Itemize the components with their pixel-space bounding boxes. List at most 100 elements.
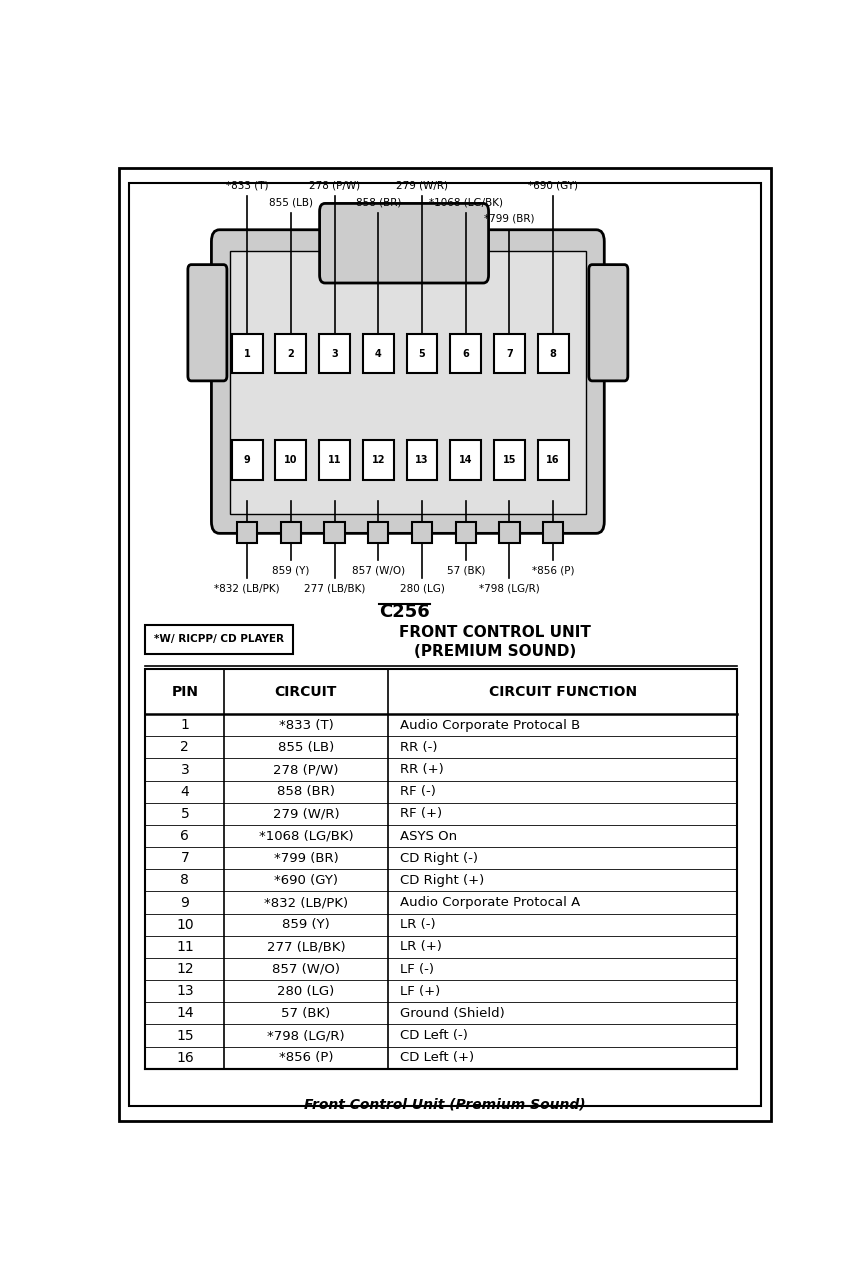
- Bar: [363, 334, 394, 373]
- Text: FRONT CONTROL UNIT: FRONT CONTROL UNIT: [399, 625, 591, 639]
- Text: 278 (P/W): 278 (P/W): [273, 763, 339, 776]
- Text: 4: 4: [375, 348, 382, 359]
- Text: 12: 12: [372, 456, 385, 464]
- Text: 9: 9: [244, 456, 251, 464]
- Text: CD Left (+): CD Left (+): [400, 1051, 474, 1064]
- Text: 8: 8: [181, 873, 189, 887]
- Text: 4: 4: [181, 785, 189, 799]
- Bar: [280, 522, 301, 544]
- FancyBboxPatch shape: [589, 264, 628, 380]
- Bar: [275, 440, 306, 480]
- Text: 277 (LB/BK): 277 (LB/BK): [304, 583, 365, 593]
- FancyBboxPatch shape: [319, 203, 489, 283]
- Text: 5: 5: [181, 806, 189, 820]
- Bar: [319, 440, 350, 480]
- Text: 5: 5: [418, 348, 425, 359]
- Bar: [363, 440, 394, 480]
- Text: 3: 3: [181, 763, 189, 777]
- Text: 7: 7: [506, 348, 513, 359]
- Text: 14: 14: [459, 456, 472, 464]
- Text: *1068 (LG/BK): *1068 (LG/BK): [259, 829, 353, 842]
- Text: 6: 6: [463, 348, 469, 359]
- Text: *798 (LG/R): *798 (LG/R): [267, 1028, 345, 1042]
- Bar: [237, 522, 257, 544]
- Bar: [499, 522, 520, 544]
- Bar: [319, 334, 350, 373]
- Text: CD Left (-): CD Left (-): [400, 1028, 468, 1042]
- Text: Front Control Unit (Premium Sound): Front Control Unit (Premium Sound): [304, 1097, 586, 1111]
- Text: (PREMIUM SOUND): (PREMIUM SOUND): [414, 644, 576, 660]
- Text: LF (-): LF (-): [400, 962, 434, 976]
- Text: 10: 10: [284, 456, 298, 464]
- Text: *690 (GY): *690 (GY): [528, 180, 578, 190]
- Text: *832 (LB/PK): *832 (LB/PK): [264, 896, 348, 909]
- Text: *856 (P): *856 (P): [532, 565, 575, 575]
- Bar: [232, 334, 262, 373]
- Text: 16: 16: [176, 1050, 194, 1064]
- Bar: [537, 440, 569, 480]
- Text: *799 (BR): *799 (BR): [273, 852, 339, 865]
- Text: 57 (BK): 57 (BK): [446, 565, 485, 575]
- Text: *833 (T): *833 (T): [226, 180, 268, 190]
- Text: CIRCUIT FUNCTION: CIRCUIT FUNCTION: [489, 684, 636, 698]
- Text: 279 (W/R): 279 (W/R): [273, 808, 339, 820]
- Bar: [325, 522, 345, 544]
- Bar: [412, 522, 432, 544]
- Bar: [146, 625, 293, 655]
- Bar: [494, 440, 525, 480]
- FancyBboxPatch shape: [187, 264, 227, 380]
- Text: RF (+): RF (+): [400, 808, 442, 820]
- Text: *799 (BR): *799 (BR): [484, 214, 535, 223]
- Text: 15: 15: [176, 1028, 194, 1042]
- Text: 855 (LB): 855 (LB): [269, 198, 312, 207]
- Text: 13: 13: [415, 456, 429, 464]
- Text: ASYS On: ASYS On: [400, 829, 457, 842]
- Bar: [543, 522, 563, 544]
- Text: 857 (W/O): 857 (W/O): [352, 565, 404, 575]
- Text: 7: 7: [181, 851, 189, 865]
- Text: 1: 1: [181, 718, 189, 732]
- Text: C256: C256: [379, 604, 430, 621]
- Bar: [494, 334, 525, 373]
- Text: 280 (LG): 280 (LG): [399, 583, 444, 593]
- Text: CD Right (-): CD Right (-): [400, 852, 477, 865]
- Text: LR (+): LR (+): [400, 940, 442, 953]
- Text: 11: 11: [328, 456, 341, 464]
- Text: RR (-): RR (-): [400, 741, 437, 754]
- Text: LR (-): LR (-): [400, 919, 436, 931]
- Bar: [450, 334, 481, 373]
- Bar: [232, 440, 262, 480]
- Text: 1: 1: [244, 348, 251, 359]
- Text: 859 (Y): 859 (Y): [282, 919, 330, 931]
- Text: Audio Corporate Protocal A: Audio Corporate Protocal A: [400, 896, 580, 909]
- Bar: [146, 669, 738, 1069]
- Bar: [275, 334, 306, 373]
- Text: 12: 12: [176, 962, 194, 976]
- Text: Audio Corporate Protocal B: Audio Corporate Protocal B: [400, 718, 580, 731]
- Bar: [406, 334, 437, 373]
- Text: 279 (W/R): 279 (W/R): [396, 180, 448, 190]
- Text: 277 (LB/BK): 277 (LB/BK): [266, 940, 345, 953]
- Text: *798 (LG/R): *798 (LG/R): [479, 583, 540, 593]
- Text: 11: 11: [176, 940, 194, 954]
- Text: 8: 8: [549, 348, 556, 359]
- Bar: [537, 334, 569, 373]
- Text: 280 (LG): 280 (LG): [277, 985, 334, 998]
- Text: 15: 15: [503, 456, 516, 464]
- Text: PIN: PIN: [171, 684, 199, 698]
- Text: 14: 14: [176, 1007, 194, 1021]
- Bar: [406, 440, 437, 480]
- Bar: [368, 522, 388, 544]
- Text: Ground (Shield): Ground (Shield): [400, 1007, 504, 1020]
- Text: 857 (W/O): 857 (W/O): [272, 962, 340, 976]
- Text: 855 (LB): 855 (LB): [278, 741, 334, 754]
- Text: *833 (T): *833 (T): [279, 718, 333, 731]
- Text: 10: 10: [176, 917, 194, 931]
- FancyBboxPatch shape: [212, 230, 604, 533]
- Text: CIRCUIT: CIRCUIT: [275, 684, 337, 698]
- Text: RR (+): RR (+): [400, 763, 444, 776]
- Text: *1068 (LG/BK): *1068 (LG/BK): [429, 198, 503, 207]
- Text: 6: 6: [181, 829, 189, 843]
- Text: 9: 9: [181, 896, 189, 910]
- Text: 57 (BK): 57 (BK): [281, 1007, 331, 1020]
